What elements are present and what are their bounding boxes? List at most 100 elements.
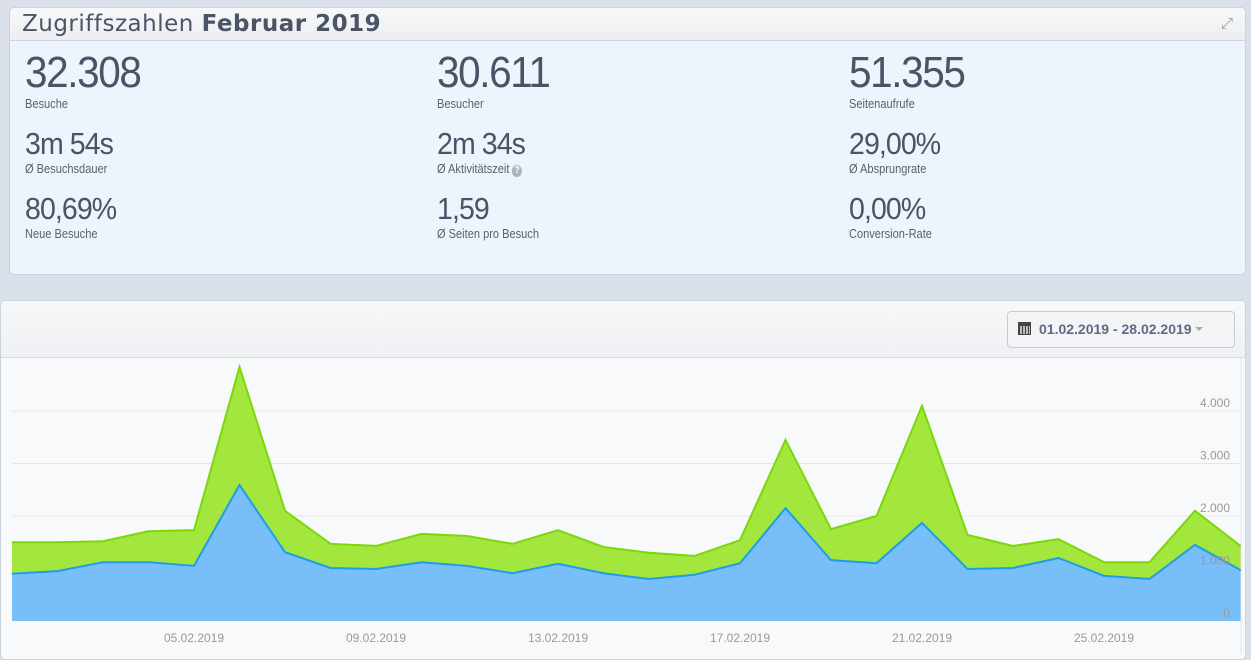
data-point[interactable] xyxy=(557,529,559,531)
data-point[interactable] xyxy=(785,439,786,441)
data-point[interactable] xyxy=(284,510,286,512)
data-point[interactable] xyxy=(830,559,832,561)
data-point[interactable] xyxy=(1012,545,1014,547)
data-point[interactable] xyxy=(648,552,650,554)
data-point[interactable] xyxy=(739,539,741,541)
data-point[interactable] xyxy=(330,543,331,545)
stat-item: 0,00% Conversion-Rate xyxy=(849,191,947,242)
data-point[interactable] xyxy=(830,528,832,530)
stat-label: Conversion-Rate xyxy=(849,226,932,241)
x-tick-label: 25.02.2019 xyxy=(1074,631,1134,645)
stat-item: 2m 34s Ø Aktivitätszeit? xyxy=(437,128,537,177)
data-point[interactable] xyxy=(148,530,149,532)
data-point[interactable] xyxy=(466,535,468,537)
data-point[interactable] xyxy=(921,405,923,407)
data-point[interactable] xyxy=(603,546,604,548)
data-point[interactable] xyxy=(1149,578,1150,580)
stat-label: Seitenaufrufe xyxy=(849,96,956,111)
data-point[interactable] xyxy=(876,562,877,564)
stat-label: Neue Besuche xyxy=(25,226,109,241)
data-point[interactable] xyxy=(375,568,377,570)
data-point[interactable] xyxy=(1012,567,1014,569)
stat-item: 1,59 Ø Seiten pro Besuch xyxy=(437,193,557,242)
data-point[interactable] xyxy=(193,529,195,531)
data-point[interactable] xyxy=(57,570,58,572)
y-tick-label: 4.000 xyxy=(1200,396,1230,410)
stat-item: 32.308 Besuche xyxy=(25,48,151,112)
panel-title: Zugriffszahlen Februar 2019 xyxy=(10,8,1245,41)
stat-item: 80,69% Neue Besuche xyxy=(25,193,124,242)
data-point[interactable] xyxy=(421,533,422,535)
stat-label-text: Besucher xyxy=(437,96,484,111)
stat-label: Ø Seiten pro Besuch xyxy=(437,226,539,241)
stat-item: 30.611 Besucher xyxy=(437,48,559,112)
title-prefix: Zugriffszahlen xyxy=(22,11,194,37)
data-point[interactable] xyxy=(466,565,468,567)
data-point[interactable] xyxy=(1194,544,1196,546)
data-point[interactable] xyxy=(694,574,695,576)
stat-item: 3m 54s Ø Besuchsdauer xyxy=(25,126,122,177)
expand-icon[interactable]: ⤢ xyxy=(1221,15,1234,32)
y-tick-label: 3.000 xyxy=(1200,449,1230,463)
stat-value: 3m 54s xyxy=(25,126,114,161)
stat-label-text: Conversion-Rate xyxy=(849,226,932,241)
data-point[interactable] xyxy=(1149,561,1150,563)
data-point[interactable] xyxy=(876,515,877,517)
stat-label-text: Ø Besuchsdauer xyxy=(25,161,108,176)
data-point[interactable] xyxy=(785,507,786,509)
data-point[interactable] xyxy=(1058,538,1059,540)
stat-label-text: Ø Absprungrate xyxy=(849,161,927,176)
series-area-2 xyxy=(12,366,1241,579)
data-point[interactable] xyxy=(739,562,741,564)
data-point[interactable] xyxy=(148,561,149,563)
data-point[interactable] xyxy=(967,534,968,536)
stat-label-text: Seitenaufrufe xyxy=(849,96,915,111)
stat-value: 32.308 xyxy=(25,48,142,97)
data-point[interactable] xyxy=(330,567,331,569)
data-point[interactable] xyxy=(1240,545,1241,547)
help-icon[interactable]: ? xyxy=(512,165,523,177)
data-point[interactable] xyxy=(1103,575,1105,577)
data-point[interactable] xyxy=(239,484,240,486)
data-point[interactable] xyxy=(1240,569,1241,571)
data-point[interactable] xyxy=(421,561,422,563)
data-point[interactable] xyxy=(512,572,513,574)
data-point[interactable] xyxy=(512,543,513,545)
data-point[interactable] xyxy=(694,555,695,557)
data-point[interactable] xyxy=(557,563,559,565)
data-point[interactable] xyxy=(57,541,58,543)
data-point[interactable] xyxy=(1103,561,1105,563)
data-point[interactable] xyxy=(921,522,923,524)
data-point[interactable] xyxy=(193,565,195,567)
stat-label-text: Besuche xyxy=(25,96,69,111)
data-point[interactable] xyxy=(375,545,377,547)
data-point[interactable] xyxy=(967,568,968,570)
series-line-1 xyxy=(11,483,1241,581)
stat-label: Besuche xyxy=(25,96,132,111)
stat-label-text: Ø Seiten pro Besuch xyxy=(437,226,539,241)
data-point[interactable] xyxy=(11,573,13,575)
stat-value: 30.611 xyxy=(437,48,551,97)
data-point[interactable] xyxy=(648,578,650,580)
data-point[interactable] xyxy=(239,366,240,368)
stat-item: 29,00% Ø Absprungrate xyxy=(849,126,948,177)
date-range-picker[interactable]: 01.02.2019 - 28.02.2019 xyxy=(1007,311,1235,348)
stat-item: 51.355 Seitenaufrufe xyxy=(849,51,975,112)
data-point[interactable] xyxy=(102,540,104,542)
stat-value: 0,00% xyxy=(849,191,926,226)
data-point[interactable] xyxy=(102,561,104,563)
data-point[interactable] xyxy=(1194,510,1196,512)
x-tick-label: 21.02.2019 xyxy=(892,631,952,645)
x-tick-label: 09.02.2019 xyxy=(346,631,406,645)
data-point[interactable] xyxy=(284,551,286,553)
stat-value: 29,00% xyxy=(849,126,941,161)
x-tick-label: 13.02.2019 xyxy=(528,631,588,645)
chart-toolbar: 01.02.2019 - 28.02.2019 xyxy=(1,301,1245,358)
data-point[interactable] xyxy=(603,572,604,574)
date-range-label: 01.02.2019 - 28.02.2019 xyxy=(1039,321,1192,337)
data-point[interactable] xyxy=(1058,557,1059,559)
stat-label: Ø Absprungrate xyxy=(849,161,933,176)
series-area-1 xyxy=(12,485,1241,621)
data-point[interactable] xyxy=(11,541,13,543)
